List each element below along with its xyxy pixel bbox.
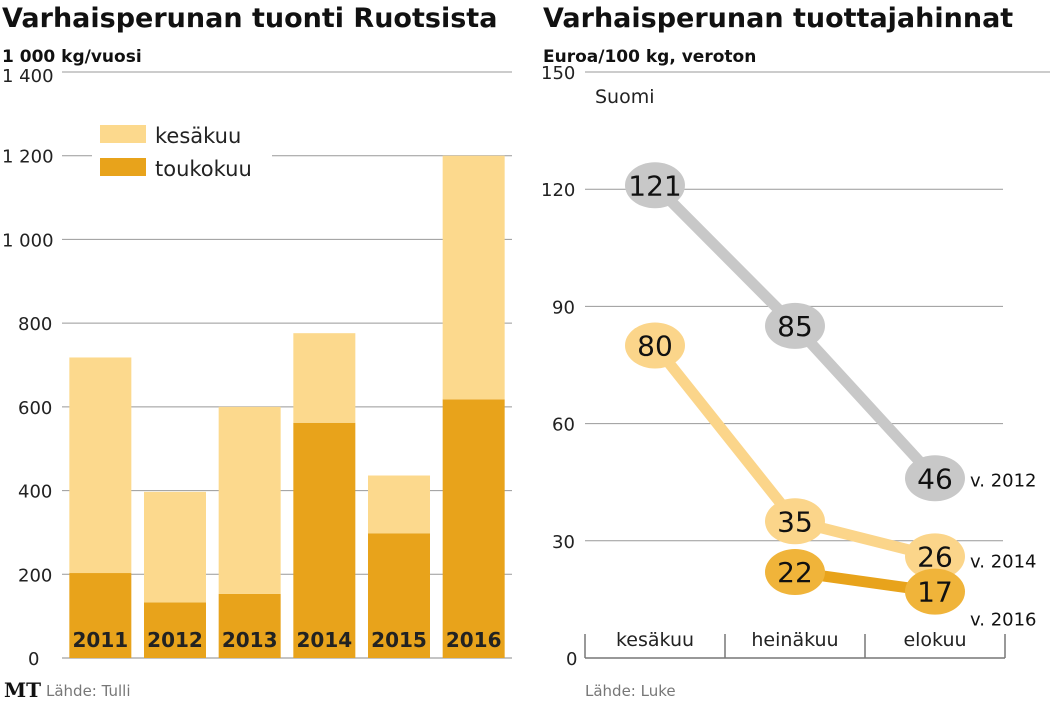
data-label: 46 xyxy=(917,462,953,495)
point-marker xyxy=(625,162,685,209)
point-marker xyxy=(625,322,685,369)
y-tick-label: 0 xyxy=(28,649,39,670)
bar-kesäkuu-2015 xyxy=(368,475,430,534)
y-tick-label: 0 xyxy=(566,649,577,670)
left-chart-title: Varhaisperunan tuonti Ruotsista xyxy=(2,3,497,34)
y-tick-label: 600 xyxy=(18,398,52,419)
legend-label: kesäkuu xyxy=(155,124,241,148)
y-tick-label: 200 xyxy=(18,565,52,586)
data-label: 17 xyxy=(917,576,953,609)
right-y-axis-label: Euroa/100 kg, veroton xyxy=(543,47,756,67)
bar-toukokuu-2016 xyxy=(442,399,505,658)
y-tick-label: 1 000 xyxy=(2,230,54,251)
y-tick-label: 120 xyxy=(541,180,575,201)
country-annotation: Suomi xyxy=(595,86,655,108)
y-tick-label: 400 xyxy=(18,482,52,503)
y-tick-label: 1 400 xyxy=(2,66,54,87)
right-chart-title: Varhaisperunan tuottajahinnat xyxy=(543,3,1013,34)
x-tick-label: 2015 xyxy=(371,628,427,652)
data-label: 26 xyxy=(917,540,953,573)
y-tick-label: 1 200 xyxy=(2,147,54,168)
x-tick-label: heinäkuu xyxy=(751,629,838,651)
legend-label: toukokuu xyxy=(155,157,252,181)
point-marker xyxy=(765,302,825,349)
data-label: 35 xyxy=(777,505,813,538)
legend-swatch xyxy=(100,125,146,143)
point-marker xyxy=(905,455,965,502)
y-tick-label: 30 xyxy=(552,532,575,553)
series-label: v. 2014 xyxy=(970,551,1037,572)
y-tick-label: 60 xyxy=(552,415,575,436)
mt-logo: MT xyxy=(4,678,41,702)
left-source: Lähde: Tulli xyxy=(46,682,131,700)
y-tick-label: 800 xyxy=(18,314,52,335)
bar-toukokuu-2011 xyxy=(69,573,132,658)
bar-kesäkuu-2012 xyxy=(144,491,206,603)
x-tick-label: kesäkuu xyxy=(616,629,694,651)
series-label: v. 2016 xyxy=(970,610,1037,631)
x-tick-label: 2016 xyxy=(446,628,502,652)
x-tick-label: elokuu xyxy=(903,629,966,651)
right-source: Lähde: Luke xyxy=(585,682,676,700)
x-tick-label: 2013 xyxy=(222,628,278,652)
bar-kesäkuu-2014 xyxy=(293,333,356,423)
bar-toukokuu-2013 xyxy=(218,593,281,658)
series-label: v. 2012 xyxy=(970,470,1037,491)
legend-swatch xyxy=(100,158,146,176)
left-y-axis-label: 1 000 kg/vuosi xyxy=(2,47,142,67)
data-label: 22 xyxy=(777,556,813,589)
y-tick-label: 150 xyxy=(541,63,575,84)
bar-kesäkuu-2011 xyxy=(69,357,132,574)
point-marker xyxy=(765,498,825,545)
point-marker xyxy=(905,568,965,615)
data-label: 85 xyxy=(777,310,813,343)
bar-kesäkuu-2013 xyxy=(218,406,281,594)
bar-toukokuu-2014 xyxy=(293,422,356,658)
data-label: 121 xyxy=(628,169,681,202)
point-marker xyxy=(905,533,965,580)
x-tick-label: 2012 xyxy=(147,628,203,652)
x-tick-label: 2014 xyxy=(296,628,352,652)
data-label: 80 xyxy=(637,329,673,362)
point-marker xyxy=(765,549,825,596)
bar-kesäkuu-2016 xyxy=(442,155,505,400)
bar-toukokuu-2012 xyxy=(144,602,206,658)
x-tick-label: 2011 xyxy=(72,628,128,652)
y-tick-label: 90 xyxy=(552,297,575,318)
bar-toukokuu-2015 xyxy=(368,533,430,658)
